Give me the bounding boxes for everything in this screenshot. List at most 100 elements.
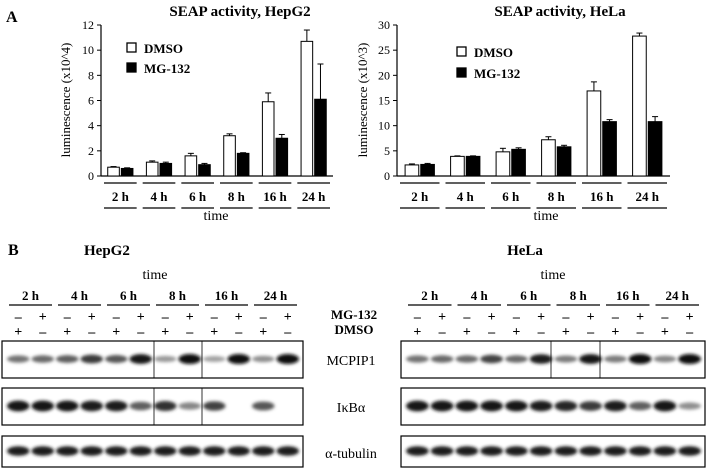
timepoint-label: 24 h xyxy=(264,288,288,303)
y-tick-label: 0 xyxy=(88,169,94,183)
timepoint-label: 6 h xyxy=(120,288,138,303)
mg132-sign: + xyxy=(137,310,145,325)
y-tick-label: 4 xyxy=(88,119,94,133)
band xyxy=(504,446,528,456)
timepoint-label: 4 h xyxy=(471,288,489,303)
bar-dmso xyxy=(404,164,420,177)
dmso-sign: – xyxy=(636,325,645,340)
bar-mg132 xyxy=(236,152,250,177)
mg132-sign: + xyxy=(686,310,694,325)
band xyxy=(178,354,202,364)
x-axis-label: time xyxy=(204,209,229,224)
bands-ikba xyxy=(405,400,702,412)
mg132-sign: – xyxy=(413,310,422,325)
x-tick-label: 6 h xyxy=(502,189,520,204)
timepoint-label: 2 h xyxy=(22,288,40,303)
y-axis-label: luminescence (x10^4) xyxy=(58,43,73,158)
y-tick-label: 20 xyxy=(378,68,390,82)
panel-a-label: A xyxy=(6,9,18,26)
y-tick-label: 10 xyxy=(378,119,390,133)
x-tick-label: 16 h xyxy=(263,189,287,204)
bar-dmso xyxy=(300,40,314,177)
mg132-sign: + xyxy=(88,310,96,325)
y-tick-label: 25 xyxy=(378,43,390,57)
y-tick-label: 8 xyxy=(88,68,94,82)
band xyxy=(55,400,79,412)
dmso-sign: – xyxy=(136,325,145,340)
mg132-sign: – xyxy=(462,310,471,325)
bar-mg132 xyxy=(159,162,173,177)
band xyxy=(6,355,30,363)
bar-dmso xyxy=(223,135,236,177)
band xyxy=(251,355,275,363)
mg132-sign: – xyxy=(259,310,268,325)
plot-area: 0 2 4 6 8 10 12 2 h 4 h 6 h 8 h 16 h 24 h xyxy=(82,18,333,209)
band xyxy=(80,446,104,456)
mg132-sign: – xyxy=(210,310,219,325)
band xyxy=(678,354,702,364)
chart-title: SEAP activity, HepG2 xyxy=(169,4,310,20)
dmso-sign: + xyxy=(562,325,570,340)
blot-time-label: time xyxy=(541,268,566,283)
dmso-sign: – xyxy=(87,325,96,340)
band xyxy=(480,354,504,364)
band xyxy=(554,400,578,412)
dmso-sign: + xyxy=(413,325,421,340)
band xyxy=(529,354,553,364)
band xyxy=(455,446,479,456)
dmso-sign: – xyxy=(537,325,546,340)
timepoint-label: 2 h xyxy=(421,288,439,303)
bands-mcpip1 xyxy=(405,354,702,364)
legend-swatch-mg132 xyxy=(456,67,467,78)
bar-dmso xyxy=(184,155,198,177)
mg132-sign: + xyxy=(284,310,292,325)
band xyxy=(55,355,79,363)
y-tick-label: 15 xyxy=(378,94,390,108)
legend-swatch-mg132 xyxy=(126,62,137,73)
band xyxy=(202,401,226,411)
mg132-sign: + xyxy=(438,310,446,325)
y-tick-label: 6 xyxy=(88,94,94,108)
mg132-sign: + xyxy=(186,310,194,325)
band xyxy=(80,400,104,412)
mg132-sign: + xyxy=(636,310,644,325)
band xyxy=(430,355,454,363)
band xyxy=(455,355,479,363)
dmso-sign: + xyxy=(63,325,71,340)
y-tick-label: 5 xyxy=(384,144,390,158)
x-tick-label: 6 h xyxy=(189,189,207,204)
legend: DMSO MG-132 xyxy=(126,41,190,76)
timepoint-label: 8 h xyxy=(169,288,187,303)
x-tick-label: 2 h xyxy=(112,189,130,204)
band xyxy=(153,401,177,411)
dmso-sign: – xyxy=(38,325,47,340)
dmso-sign: + xyxy=(512,325,520,340)
mg132-sign: + xyxy=(235,310,243,325)
band xyxy=(455,400,479,412)
dmso-sign: + xyxy=(14,325,22,340)
row-label-tubulin: α-tubulin xyxy=(325,447,377,462)
band xyxy=(405,446,429,456)
band xyxy=(579,446,603,456)
legend-swatch-dmso xyxy=(126,42,137,53)
bar-dmso xyxy=(541,139,556,177)
band xyxy=(251,446,275,456)
x-tick-label: 24 h xyxy=(636,189,660,204)
timepoint-label: 16 h xyxy=(215,288,239,303)
dmso-sign: + xyxy=(161,325,169,340)
band xyxy=(678,402,702,410)
band xyxy=(480,446,504,456)
bar-mg132 xyxy=(275,137,289,177)
bar-dmso xyxy=(261,101,275,177)
chart-hela: SEAP activity, HeLa luminescence (x10^3)… xyxy=(355,4,670,224)
mg132-sign: + xyxy=(488,310,496,325)
bar-mg132 xyxy=(420,163,435,177)
band xyxy=(529,400,553,412)
bar-dmso xyxy=(632,35,647,177)
legend-label-dmso: DMSO xyxy=(144,41,183,56)
dmso-sign: – xyxy=(185,325,194,340)
bar-mg132 xyxy=(556,146,572,177)
